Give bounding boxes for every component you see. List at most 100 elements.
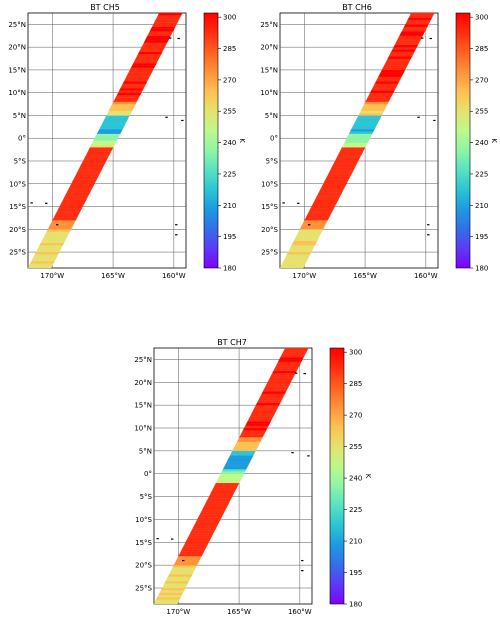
swath-strip — [81, 160, 107, 164]
swath-strip — [144, 37, 170, 41]
swath-strip — [210, 491, 235, 495]
swath-strip — [235, 441, 261, 445]
swath-strip — [359, 110, 385, 114]
swath-strip — [165, 578, 191, 582]
panel-title: BT CH7 — [217, 338, 247, 347]
panel-title: BT CH5 — [90, 3, 120, 12]
swath-strip — [317, 192, 343, 196]
swath-strip — [289, 247, 314, 250]
swath-strip — [214, 482, 240, 486]
swath-strip — [151, 24, 177, 27]
colorbar-tick-label: 255 — [223, 108, 236, 116]
swath-strip — [212, 487, 238, 490]
swath-strip — [228, 455, 254, 458]
swath-strip — [177, 555, 202, 559]
swath-strip — [263, 386, 289, 390]
swath-strip — [220, 471, 246, 474]
swath-strip — [260, 393, 286, 397]
colorbar-tick-label: 270 — [349, 412, 362, 420]
swath-strip — [71, 181, 96, 184]
lat-tick-label: 15°S — [135, 539, 152, 547]
swath-strip — [227, 457, 253, 461]
colorbar-tick-label: 195 — [349, 569, 362, 577]
swath-strip — [300, 224, 326, 228]
panel-bt-ch7: BT CH7 25°N20°N15°N10°N5°N0°5°S10°S15°S2… — [134, 338, 372, 616]
swath-strip — [241, 430, 267, 433]
swath-strip — [253, 407, 279, 410]
island-mark — [429, 37, 432, 40]
swath-strip — [117, 90, 143, 93]
lat-tick-label: 10°N — [260, 89, 278, 97]
island-mark — [181, 119, 184, 122]
swath-strip — [74, 174, 100, 178]
lon-tick-label: 170°W — [166, 608, 190, 616]
lat-tick-label: 10°S — [9, 180, 26, 188]
colorbar-tick-label: 300 — [349, 349, 362, 357]
colorbar-tick-label: 270 — [223, 76, 236, 84]
lon-tick-label: 160°W — [162, 272, 186, 280]
island-mark — [282, 202, 285, 204]
swath-strip — [157, 12, 183, 16]
swath-strip — [163, 583, 188, 586]
swath-strip — [318, 190, 344, 194]
swath-strip — [75, 172, 101, 175]
island-mark — [421, 37, 424, 39]
colorbar-tick-label: 255 — [349, 443, 362, 451]
swath-strip — [326, 174, 352, 178]
swath-strip — [268, 377, 294, 381]
swath-strip — [201, 507, 227, 511]
swath-strip — [259, 395, 284, 399]
swath-strip — [321, 183, 347, 187]
swath-strip — [343, 142, 368, 146]
swath-strip — [37, 247, 62, 250]
swath-strip — [93, 138, 119, 141]
swath-strip — [156, 596, 181, 600]
swath-strip — [272, 370, 297, 374]
swath-strip — [105, 115, 130, 118]
swath-strip — [187, 535, 213, 538]
swath-strip — [180, 548, 206, 552]
swath-strip — [243, 425, 269, 429]
swath-strip — [276, 361, 302, 365]
swath-strip — [113, 99, 139, 102]
island-mark — [169, 37, 172, 39]
swath-strip — [41, 238, 67, 241]
lat-tick-label: 0° — [270, 135, 278, 143]
swath-strip — [375, 78, 401, 82]
island-mark — [295, 372, 298, 374]
swath-strip — [328, 169, 354, 173]
swath-strip — [379, 72, 405, 75]
swath-strip — [354, 119, 380, 123]
swath-strip — [146, 35, 171, 39]
swath-strip — [290, 245, 316, 248]
lon-tick-label: 160°W — [414, 272, 438, 280]
swath-strip — [378, 74, 403, 77]
swath-strip — [357, 115, 382, 118]
swath-strip — [246, 420, 272, 424]
lon-tick-labels: 170°W 165°W 160°W — [40, 272, 185, 280]
colorbar-tick-label: 300 — [223, 14, 236, 22]
lat-tick-label: 20°S — [135, 562, 152, 570]
swath-strip — [336, 156, 361, 159]
swath-strip — [401, 28, 427, 32]
swath-strip — [78, 167, 103, 171]
lat-tick-label: 20°S — [261, 226, 278, 234]
swath-strip — [385, 60, 410, 64]
colorbar-tick-label: 255 — [475, 108, 488, 116]
island-mark — [427, 234, 430, 236]
lat-tick-label: 25°S — [261, 249, 278, 257]
swath-strip — [392, 47, 418, 50]
swath-strip — [57, 208, 82, 212]
swath-strip — [149, 28, 175, 32]
swath-strip — [38, 245, 64, 248]
colorbar-tick-label: 195 — [223, 233, 236, 241]
panel-bt-ch6: BT CH6 25°N20°N15°N10°N5°N0°5°S10°S15°S2… — [260, 3, 498, 280]
swath-strip — [51, 220, 76, 223]
swath-strip — [59, 204, 85, 207]
swath-strip — [136, 53, 162, 57]
swath-strip — [261, 391, 287, 394]
island-mark — [301, 570, 304, 572]
swath-strip — [31, 258, 57, 262]
swath-strip — [84, 156, 109, 159]
